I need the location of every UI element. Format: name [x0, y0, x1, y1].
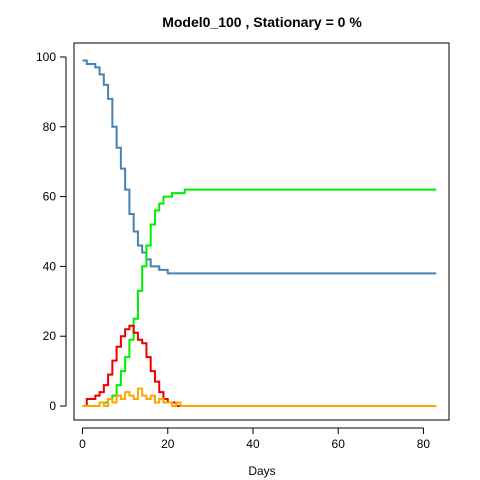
series-line-3	[82, 387, 437, 408]
y-tick-label: 20	[43, 329, 57, 343]
plot-frame	[73, 42, 450, 421]
x-tick-label: 40	[246, 437, 260, 451]
x-axis-label: Days	[248, 464, 275, 478]
x-tick-label: 80	[417, 437, 431, 451]
chart-title: Model0_100 , Stationary = 0 %	[162, 14, 362, 30]
x-tick-label: 0	[79, 437, 86, 451]
y-axis: 0 20 40 60 80 100	[36, 50, 67, 413]
series-layer	[82, 59, 437, 408]
y-tick-label: 80	[43, 120, 57, 134]
y-tick-label: 100	[36, 50, 56, 64]
x-tick-label: 20	[161, 437, 175, 451]
y-tick-label: 60	[43, 190, 57, 204]
series-line-0	[82, 59, 437, 275]
series-line-2	[82, 324, 437, 408]
y-tick-label: 0	[49, 399, 56, 413]
series-line-1	[82, 188, 437, 408]
x-axis: 0 20 40 60 80	[79, 427, 431, 451]
x-tick-label: 60	[332, 437, 346, 451]
y-tick-label: 40	[43, 259, 57, 273]
